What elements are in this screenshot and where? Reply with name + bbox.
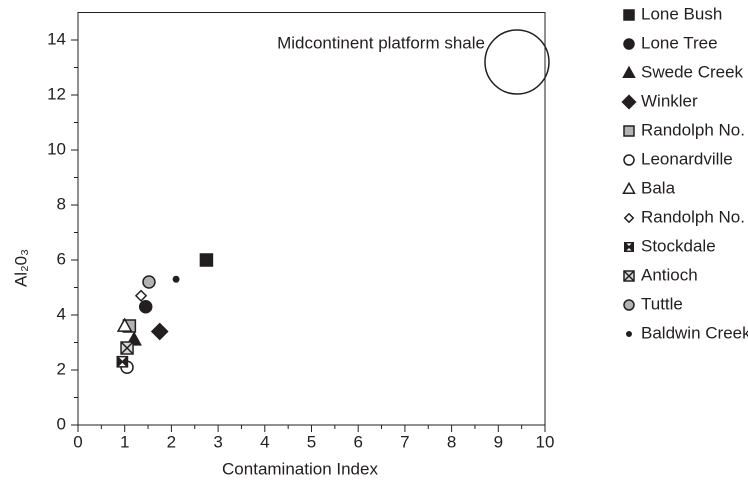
legend-label: Tuttle bbox=[641, 294, 683, 313]
legend-marker bbox=[626, 331, 632, 337]
y-tick-label: 6 bbox=[57, 249, 66, 268]
marker-circle bbox=[623, 38, 635, 50]
y-axis-label: Al₂0₃ bbox=[11, 249, 30, 287]
marker-diamond bbox=[621, 94, 637, 110]
marker-circle bbox=[626, 331, 632, 337]
legend-label: Randolph No. 2 bbox=[641, 120, 748, 139]
marker-circle bbox=[172, 275, 180, 283]
marker-triangle bbox=[622, 181, 636, 194]
legend-marker bbox=[624, 242, 634, 252]
legend-label: Bala bbox=[641, 178, 676, 197]
x-tick-label: 2 bbox=[167, 432, 176, 451]
marker-cross bbox=[120, 341, 134, 355]
legend-marker bbox=[623, 299, 635, 311]
y-tick-label: 10 bbox=[47, 139, 66, 158]
legend-label: Randolph No. 1 bbox=[641, 207, 748, 226]
y-tick-label: 14 bbox=[47, 29, 66, 48]
y-tick-label: 2 bbox=[57, 359, 66, 378]
x-tick-label: 5 bbox=[307, 432, 316, 451]
legend-label: Antioch bbox=[641, 265, 698, 284]
marker-circle bbox=[142, 275, 156, 289]
marker-cross bbox=[623, 270, 635, 282]
shale-marker bbox=[484, 29, 550, 95]
y-tick-label: 0 bbox=[57, 414, 66, 433]
data-point bbox=[120, 341, 134, 355]
marker-fill bbox=[117, 356, 128, 367]
legend-label: Winkler bbox=[641, 91, 698, 110]
data-point bbox=[150, 322, 169, 341]
x-tick-label: 6 bbox=[353, 432, 362, 451]
legend-label: Swede Creek bbox=[641, 62, 744, 81]
plot-frame bbox=[77, 12, 546, 426]
x-tick-label: 1 bbox=[120, 432, 129, 451]
legend-label: Stockdale bbox=[641, 236, 716, 255]
data-point bbox=[199, 253, 214, 267]
legend-label: Lone Tree bbox=[641, 33, 718, 52]
legend-label: Leonardville bbox=[641, 149, 733, 168]
marker-circle bbox=[623, 299, 635, 311]
data-point bbox=[116, 355, 129, 368]
data-point bbox=[134, 289, 148, 302]
marker-square bbox=[623, 9, 635, 21]
x-tick-label: 0 bbox=[73, 432, 82, 451]
y-tick-label: 8 bbox=[57, 194, 66, 213]
data-point bbox=[172, 275, 180, 283]
legend-marker bbox=[623, 38, 635, 50]
marker-square bbox=[623, 125, 635, 137]
x-tick-label: 9 bbox=[494, 432, 503, 451]
legend-marker bbox=[621, 94, 637, 110]
marker-circle bbox=[623, 154, 635, 166]
y-tick-label: 12 bbox=[47, 84, 66, 103]
legend-marker bbox=[623, 270, 635, 282]
x-tick-label: 7 bbox=[400, 432, 409, 451]
legend-marker bbox=[623, 212, 635, 224]
marker-triangle bbox=[116, 317, 133, 332]
x-tick-label: 10 bbox=[536, 432, 555, 451]
data-point bbox=[142, 275, 156, 289]
marker-diamond bbox=[623, 212, 635, 224]
marker-diamond bbox=[150, 322, 169, 341]
x-axis-label: Contamination Index bbox=[222, 459, 378, 478]
legend-marker bbox=[623, 9, 635, 21]
legend-label: Lone Bush bbox=[641, 4, 722, 23]
marker-square bbox=[199, 253, 214, 267]
marker-fill bbox=[624, 242, 634, 252]
x-tick-label: 3 bbox=[213, 432, 222, 451]
legend-marker bbox=[622, 65, 636, 78]
legend-marker bbox=[623, 125, 635, 137]
data-point bbox=[116, 317, 133, 332]
marker-triangle bbox=[622, 65, 636, 78]
legend-label: Baldwin Creek bbox=[641, 323, 748, 342]
x-tick-label: 8 bbox=[447, 432, 456, 451]
marker-diamond bbox=[134, 289, 148, 302]
y-tick-label: 4 bbox=[57, 304, 66, 323]
legend-marker bbox=[623, 154, 635, 166]
data-point bbox=[138, 300, 153, 314]
x-tick-label: 4 bbox=[260, 432, 269, 451]
annotation: Midcontinent platform shale bbox=[277, 33, 485, 52]
marker-circle bbox=[138, 300, 153, 314]
legend-marker bbox=[622, 181, 636, 194]
